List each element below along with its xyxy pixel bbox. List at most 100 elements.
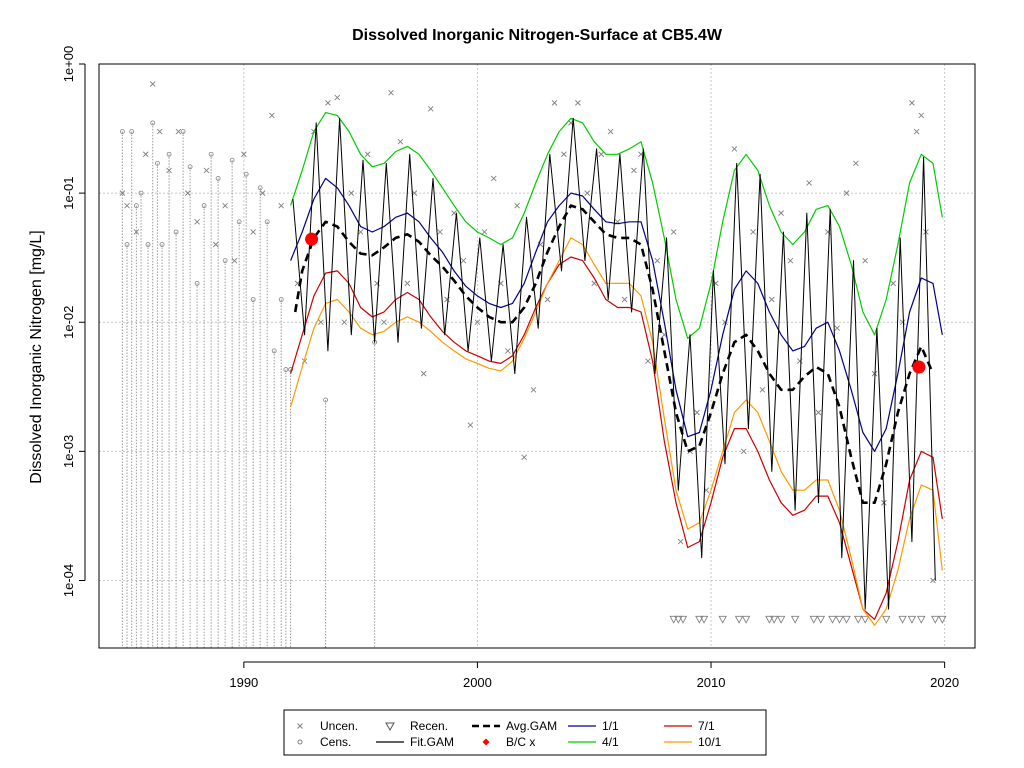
recensored-point bbox=[741, 615, 751, 624]
legend-label: 10/1 bbox=[698, 735, 722, 749]
uncensored-point bbox=[815, 409, 822, 416]
uncensored-point bbox=[194, 218, 200, 225]
series-line-fit_gam bbox=[292, 117, 936, 610]
uncensored-point bbox=[222, 202, 228, 209]
uncensored-point bbox=[119, 190, 126, 196]
censored-point bbox=[145, 242, 151, 247]
recensored-point bbox=[734, 615, 744, 624]
uncensored-point bbox=[670, 229, 677, 235]
uncensored-point bbox=[930, 577, 936, 584]
legend-box bbox=[283, 709, 767, 756]
censored-point bbox=[180, 129, 186, 134]
censored-point bbox=[250, 297, 256, 302]
censored-point bbox=[222, 258, 228, 264]
uncensored-point bbox=[654, 257, 661, 264]
uncensored-point bbox=[607, 128, 614, 135]
censored-point bbox=[194, 280, 200, 286]
censored-point bbox=[257, 185, 263, 191]
censored-point bbox=[138, 190, 144, 196]
legend-label: 1/1 bbox=[602, 719, 619, 733]
uncensored-point bbox=[843, 190, 850, 196]
recensored-point bbox=[816, 615, 826, 624]
uncensored-point bbox=[694, 409, 700, 416]
censored-point bbox=[208, 151, 214, 157]
uncensored-point bbox=[490, 175, 497, 182]
recensored-point bbox=[765, 615, 774, 624]
y-tick-label: 1e-04 bbox=[61, 564, 76, 597]
uncensored-point bbox=[348, 190, 355, 196]
censored-point bbox=[154, 160, 160, 166]
uncensored-point bbox=[598, 151, 605, 158]
recensored-point bbox=[917, 615, 926, 624]
legend-symbol-triangle bbox=[385, 722, 395, 732]
uncensored-point bbox=[437, 229, 443, 235]
y-tick-label: 1e-02 bbox=[61, 306, 76, 339]
uncensored-point bbox=[551, 100, 558, 106]
y-tick-label: 1e-01 bbox=[61, 176, 76, 209]
uncensored-point bbox=[364, 151, 371, 158]
uncensored-point bbox=[175, 128, 182, 135]
uncensored-point bbox=[278, 202, 285, 209]
series-line-d4_1 bbox=[290, 112, 943, 339]
uncensored-point bbox=[231, 257, 238, 264]
uncensored-point bbox=[899, 319, 906, 326]
uncensored-point bbox=[504, 348, 511, 354]
uncensored-point bbox=[474, 319, 481, 326]
uncensored-point bbox=[404, 280, 411, 287]
censored-point bbox=[124, 242, 130, 247]
uncensored-point bbox=[259, 190, 266, 196]
legend: Uncen. Recen. Avg.GAM 1/1 7/1 Cens. Fit.GAM B/C… bbox=[283, 709, 767, 756]
censored-point bbox=[187, 164, 193, 170]
x-tick-label: 1990 bbox=[229, 675, 258, 690]
series-line-d7_1 bbox=[290, 256, 943, 620]
legend-symbol-x bbox=[297, 723, 303, 729]
uncensored-point bbox=[561, 151, 567, 158]
bc-point bbox=[912, 360, 926, 374]
uncensored-point bbox=[318, 319, 324, 326]
censored-point bbox=[236, 219, 242, 225]
recensored-point bbox=[769, 615, 779, 624]
recensored-point bbox=[669, 615, 678, 624]
uncensored-point bbox=[759, 386, 766, 393]
censored-point bbox=[119, 129, 125, 134]
uncensored-point bbox=[388, 89, 394, 96]
censored-point bbox=[243, 171, 249, 177]
recensored-point bbox=[835, 615, 844, 624]
censored-point bbox=[278, 297, 284, 302]
uncensored-point bbox=[787, 257, 794, 264]
uncensored-point bbox=[133, 229, 140, 235]
uncensored-point bbox=[381, 319, 387, 326]
legend-label: 7/1 bbox=[698, 719, 715, 733]
uncensored-point bbox=[481, 229, 488, 235]
uncensored-point bbox=[334, 94, 341, 101]
uncensored-point bbox=[768, 296, 775, 303]
uncensored-point bbox=[124, 202, 130, 209]
uncensored-point bbox=[467, 422, 474, 428]
y-tick-label: 1e-03 bbox=[61, 435, 76, 468]
uncensored-point bbox=[862, 257, 869, 264]
x-tick-label: 2020 bbox=[930, 675, 959, 690]
chart-title: Dissolved Inorganic Nitrogen-Surface at … bbox=[352, 27, 723, 44]
recensored-point bbox=[853, 615, 863, 624]
uncensored-point bbox=[460, 257, 467, 264]
uncensored-point bbox=[645, 358, 651, 364]
uncensored-point bbox=[514, 202, 520, 209]
y-tick-label: 1e+00 bbox=[61, 46, 76, 83]
recensored-point bbox=[931, 615, 940, 624]
censored-point bbox=[288, 367, 293, 372]
uncensored-point bbox=[250, 229, 256, 235]
uncensored-point bbox=[521, 454, 527, 461]
recensored-point bbox=[809, 615, 819, 624]
legend-item-fit: Fit.GAM bbox=[376, 735, 454, 749]
uncensored-point bbox=[269, 112, 275, 119]
legend-item-uncen: Uncen. bbox=[297, 719, 358, 733]
legend-item-avg: Avg.GAM bbox=[472, 719, 557, 733]
recensored-point bbox=[718, 615, 727, 624]
uncensored-point bbox=[530, 386, 537, 393]
uncensored-point bbox=[397, 138, 404, 145]
censored-point bbox=[150, 120, 156, 126]
axes: 1990 2000 2010 2020 1e+00 1e-01 1e-02 1e-03 1e-0… bbox=[61, 46, 959, 690]
bc-point bbox=[305, 232, 319, 246]
uncensored-point bbox=[834, 325, 840, 331]
